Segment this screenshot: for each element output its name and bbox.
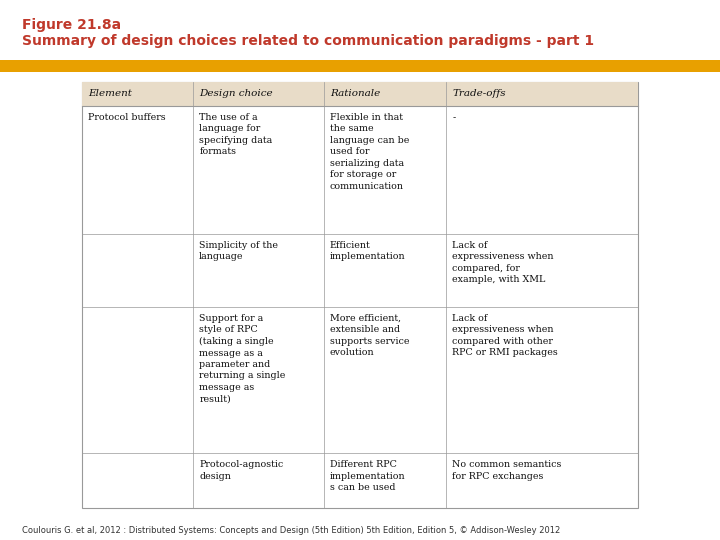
Text: Flexible in that
the same
language can be
used for
serializing data
for storage : Flexible in that the same language can b… (330, 113, 409, 191)
Text: -: - (452, 113, 456, 122)
Text: The use of a
language for
specifying data
formats: The use of a language for specifying dat… (199, 113, 272, 157)
Text: Figure 21.8a: Figure 21.8a (22, 18, 121, 32)
Text: Lack of
expressiveness when
compared with other
RPC or RMI packages: Lack of expressiveness when compared wit… (452, 314, 558, 357)
Bar (82, 82, 638, 508)
Text: Trade-offs: Trade-offs (452, 90, 506, 98)
Text: Support for a
style of RPC
(taking a single
message as a
parameter and
returning: Support for a style of RPC (taking a sin… (199, 314, 286, 403)
Text: Design choice: Design choice (199, 90, 273, 98)
Text: Protocol-agnostic
design: Protocol-agnostic design (199, 460, 284, 481)
Bar (82, 82, 638, 106)
Text: More efficient,
extensible and
supports service
evolution: More efficient, extensible and supports … (330, 314, 410, 357)
Text: Different RPC
implementation
s can be used: Different RPC implementation s can be us… (330, 460, 405, 492)
Text: Protocol buffers: Protocol buffers (88, 113, 166, 122)
Text: Coulouris G. et al, 2012 : Distributed Systems: Concepts and Design (5th Edition: Coulouris G. et al, 2012 : Distributed S… (22, 526, 560, 535)
Text: Lack of
expressiveness when
compared, for
example, with XML: Lack of expressiveness when compared, fo… (452, 241, 554, 284)
Text: Summary of design choices related to communication paradigms - part 1: Summary of design choices related to com… (22, 34, 594, 48)
Text: Element: Element (88, 90, 132, 98)
Text: Efficient
implementation: Efficient implementation (330, 241, 405, 261)
Text: No common semantics
for RPC exchanges: No common semantics for RPC exchanges (452, 460, 562, 481)
Text: Simplicity of the
language: Simplicity of the language (199, 241, 278, 261)
Bar (0, 60, 720, 72)
Text: Rationale: Rationale (330, 90, 380, 98)
